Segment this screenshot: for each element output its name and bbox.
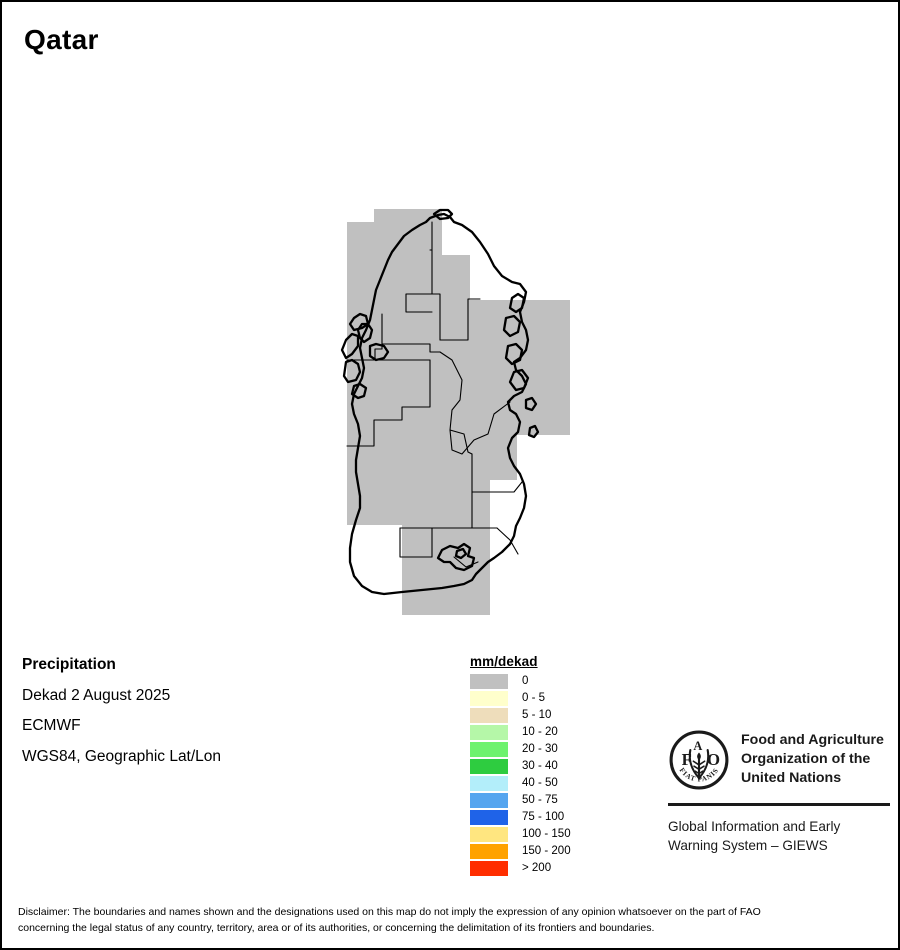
disclaimer-line-2: concerning the legal status of any count… bbox=[18, 921, 655, 934]
legend-label: 150 - 200 bbox=[522, 844, 571, 857]
fao-divider bbox=[668, 803, 890, 806]
legend-swatch bbox=[470, 810, 508, 825]
legend-label: 100 - 150 bbox=[522, 827, 571, 840]
metadata-period: Dekad 2 August 2025 bbox=[22, 686, 171, 704]
fao-org-line-2: Organization of the bbox=[741, 750, 871, 767]
legend-swatch bbox=[470, 844, 508, 859]
legend-row: 100 - 150 bbox=[470, 826, 571, 843]
legend-swatch bbox=[470, 861, 508, 876]
legend-row: 30 - 40 bbox=[470, 758, 571, 775]
giews-line-2: Warning System – GIEWS bbox=[668, 838, 828, 854]
legend-row: > 200 bbox=[470, 860, 571, 877]
country-boundary-layer bbox=[340, 208, 540, 596]
legend: mm/dekad 0 0 - 5 5 - 10 10 - 20 20 - 30 30 - … bbox=[470, 654, 571, 877]
svg-text:F: F bbox=[682, 750, 692, 769]
giews-line-1: Global Information and Early bbox=[668, 819, 841, 834]
legend-swatch bbox=[470, 708, 508, 723]
legend-label: 40 - 50 bbox=[522, 776, 558, 789]
legend-row: 50 - 75 bbox=[470, 792, 571, 809]
giews-system-name: Global Information and Early Warning Sys… bbox=[668, 817, 892, 856]
svg-text:A: A bbox=[693, 739, 702, 753]
page-title: Qatar bbox=[24, 24, 99, 55]
legend-swatch bbox=[470, 776, 508, 791]
legend-swatch bbox=[470, 793, 508, 808]
legend-row: 0 bbox=[470, 673, 571, 690]
legend-row: 150 - 200 bbox=[470, 843, 571, 860]
legend-row: 10 - 20 bbox=[470, 724, 571, 741]
legend-swatch bbox=[470, 827, 508, 842]
legend-items: 0 0 - 5 5 - 10 10 - 20 20 - 30 30 - 40 40 - 50… bbox=[470, 673, 571, 877]
raster-gap-layer bbox=[347, 209, 570, 615]
legend-label: 50 - 75 bbox=[522, 793, 558, 806]
metadata-source: ECMWF bbox=[22, 717, 81, 734]
legend-swatch bbox=[470, 674, 508, 689]
legend-label: 0 bbox=[522, 674, 529, 687]
fao-branding: F A O bbox=[668, 729, 892, 856]
fao-logo-icon: F A O bbox=[668, 729, 730, 791]
legend-label: 10 - 20 bbox=[522, 725, 558, 738]
legend-label: 30 - 40 bbox=[522, 759, 558, 772]
legend-swatch bbox=[470, 691, 508, 706]
legend-row: 75 - 100 bbox=[470, 809, 571, 826]
disclaimer: Disclaimer: The boundaries and names sho… bbox=[18, 905, 886, 937]
metadata-projection: WGS84, Geographic Lat/Lon bbox=[22, 747, 222, 765]
svg-text:O: O bbox=[707, 750, 720, 769]
legend-label: 20 - 30 bbox=[522, 742, 558, 755]
admin-boundary-layer bbox=[346, 221, 523, 568]
legend-row: 20 - 30 bbox=[470, 741, 571, 758]
map-metadata: Precipitation Dekad 2 August 2025 ECMWF … bbox=[22, 657, 422, 779]
disclaimer-line-1: Disclaimer: The boundaries and names sho… bbox=[18, 906, 761, 918]
fao-org-line-1: Food and Agriculture bbox=[741, 732, 884, 748]
legend-row: 0 - 5 bbox=[470, 690, 571, 707]
legend-swatch bbox=[470, 742, 508, 757]
fao-organization-name: Food and Agriculture Organization of the… bbox=[741, 729, 884, 788]
fao-org-line-3: United Nations bbox=[741, 769, 842, 786]
legend-row: 5 - 10 bbox=[470, 707, 571, 724]
qatar-map-svg[interactable] bbox=[2, 62, 898, 622]
legend-label: 5 - 10 bbox=[522, 708, 552, 721]
legend-label: 75 - 100 bbox=[522, 810, 565, 823]
legend-label: 0 - 5 bbox=[522, 691, 546, 704]
legend-title: mm/dekad bbox=[470, 654, 538, 669]
legend-swatch bbox=[470, 725, 508, 740]
map-canvas[interactable] bbox=[2, 62, 898, 622]
legend-row: 40 - 50 bbox=[470, 775, 571, 792]
metadata-variable: Precipitation bbox=[22, 656, 116, 673]
legend-label: > 200 bbox=[522, 861, 552, 874]
legend-swatch bbox=[470, 759, 508, 774]
